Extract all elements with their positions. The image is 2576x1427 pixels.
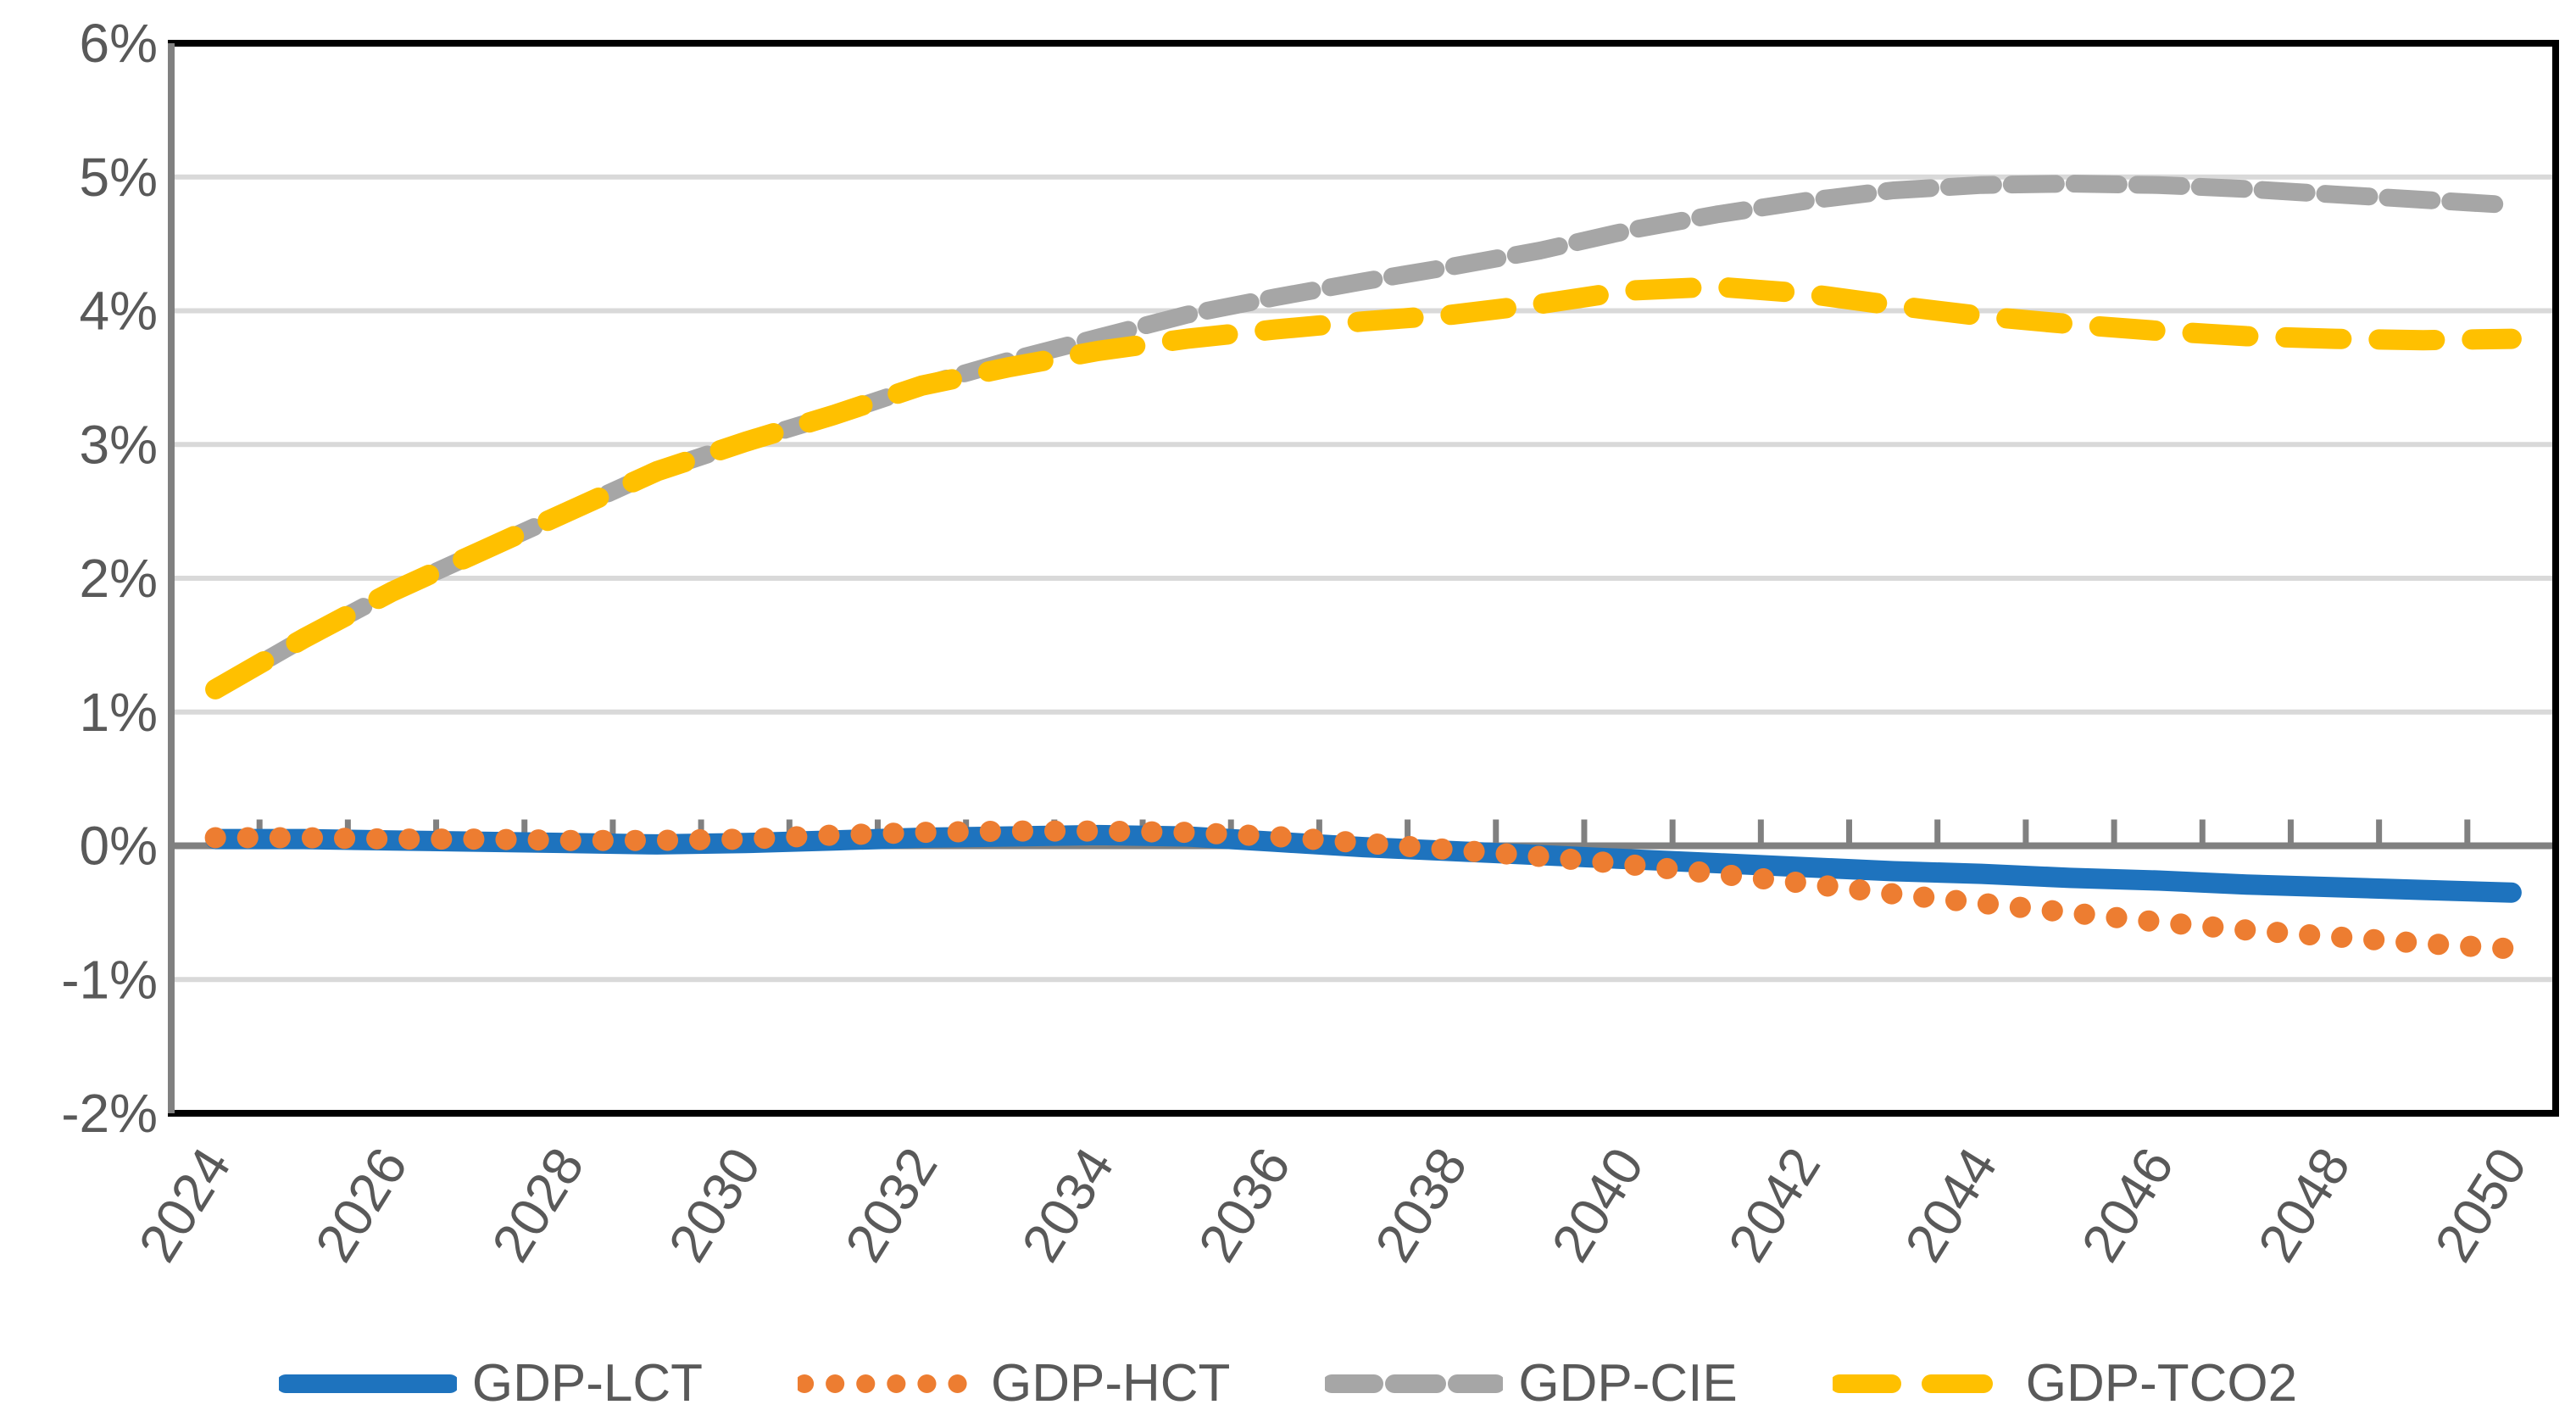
x-axis-label-2036: 2036 [1187,1137,1303,1272]
x-axis-label-2034: 2034 [1010,1137,1126,1272]
series-line-gdp-cie [206,175,2521,699]
y-axis-label-0%: 0% [80,816,159,877]
y-axis-label--2%: -2% [61,1083,158,1144]
legend-swatch-long-dash-icon [1832,1374,2011,1393]
x-axis-label-2042: 2042 [1716,1137,1833,1272]
y-axis-label-1%: 1% [80,682,159,743]
legend-item-gdp-cie: GDP-CIE [1325,1353,1738,1413]
x-axis-label-2024: 2024 [126,1137,242,1272]
series-line-gdp-tco2 [205,276,2522,700]
legend-label-gdp-cie: GDP-CIE [1518,1354,1738,1413]
legend-swatch-dotted-icon [798,1374,976,1393]
x-axis-label-2038: 2038 [1363,1137,1479,1272]
legend-item-gdp-tco2: GDP-TCO2 [1832,1353,2298,1413]
legend-swatch-dashed-icon [1325,1374,1504,1393]
legend-label-gdp-tco2: GDP-TCO2 [2025,1354,2298,1413]
y-axis-label-4%: 4% [80,281,159,342]
y-axis-label-3%: 3% [80,414,159,475]
x-axis-label-2028: 2028 [480,1137,596,1272]
x-axis-label-2050: 2050 [2423,1137,2539,1272]
x-axis-label-2026: 2026 [303,1137,420,1272]
y-axis-label-5%: 5% [80,147,159,208]
plot-border [168,40,2559,1117]
x-axis-label-2044: 2044 [1893,1137,2009,1272]
x-axis-label-2040: 2040 [1539,1137,1655,1272]
x-axis-labels: 2024 2026 2028 2030 2032 2034 2036 2038 2040 2042… [126,1137,2538,1272]
legend-item-gdp-lct: GDP-LCT [278,1353,703,1413]
series-lines [204,175,2523,960]
y-axis-label--1%: -1% [61,949,158,1010]
legend-swatch-solid-icon [278,1374,457,1393]
legend-item-gdp-hct: GDP-HCT [798,1353,1230,1413]
x-axis-label-2046: 2046 [2070,1137,2186,1272]
x-axis-label-2030: 2030 [657,1137,773,1272]
legend-label-gdp-lct: GDP-LCT [471,1354,703,1413]
series-line-gdp-hct [204,820,2523,960]
y-axis-label-6%: 6% [80,13,159,74]
x-axis-label-2032: 2032 [833,1137,949,1272]
legend: GDP-LCT GDP-HCT GDP-CIE GDP-TCO2 [0,1353,2576,1413]
legend-label-gdp-hct: GDP-HCT [991,1354,1231,1413]
gridlines [171,174,2556,983]
y-axis-label-2%: 2% [80,548,159,609]
x-axis-label-2048: 2048 [2246,1137,2362,1272]
y-axis-labels: 6% 5% 4% 3% 2% 1% 0% -1% -2% [61,13,158,1144]
